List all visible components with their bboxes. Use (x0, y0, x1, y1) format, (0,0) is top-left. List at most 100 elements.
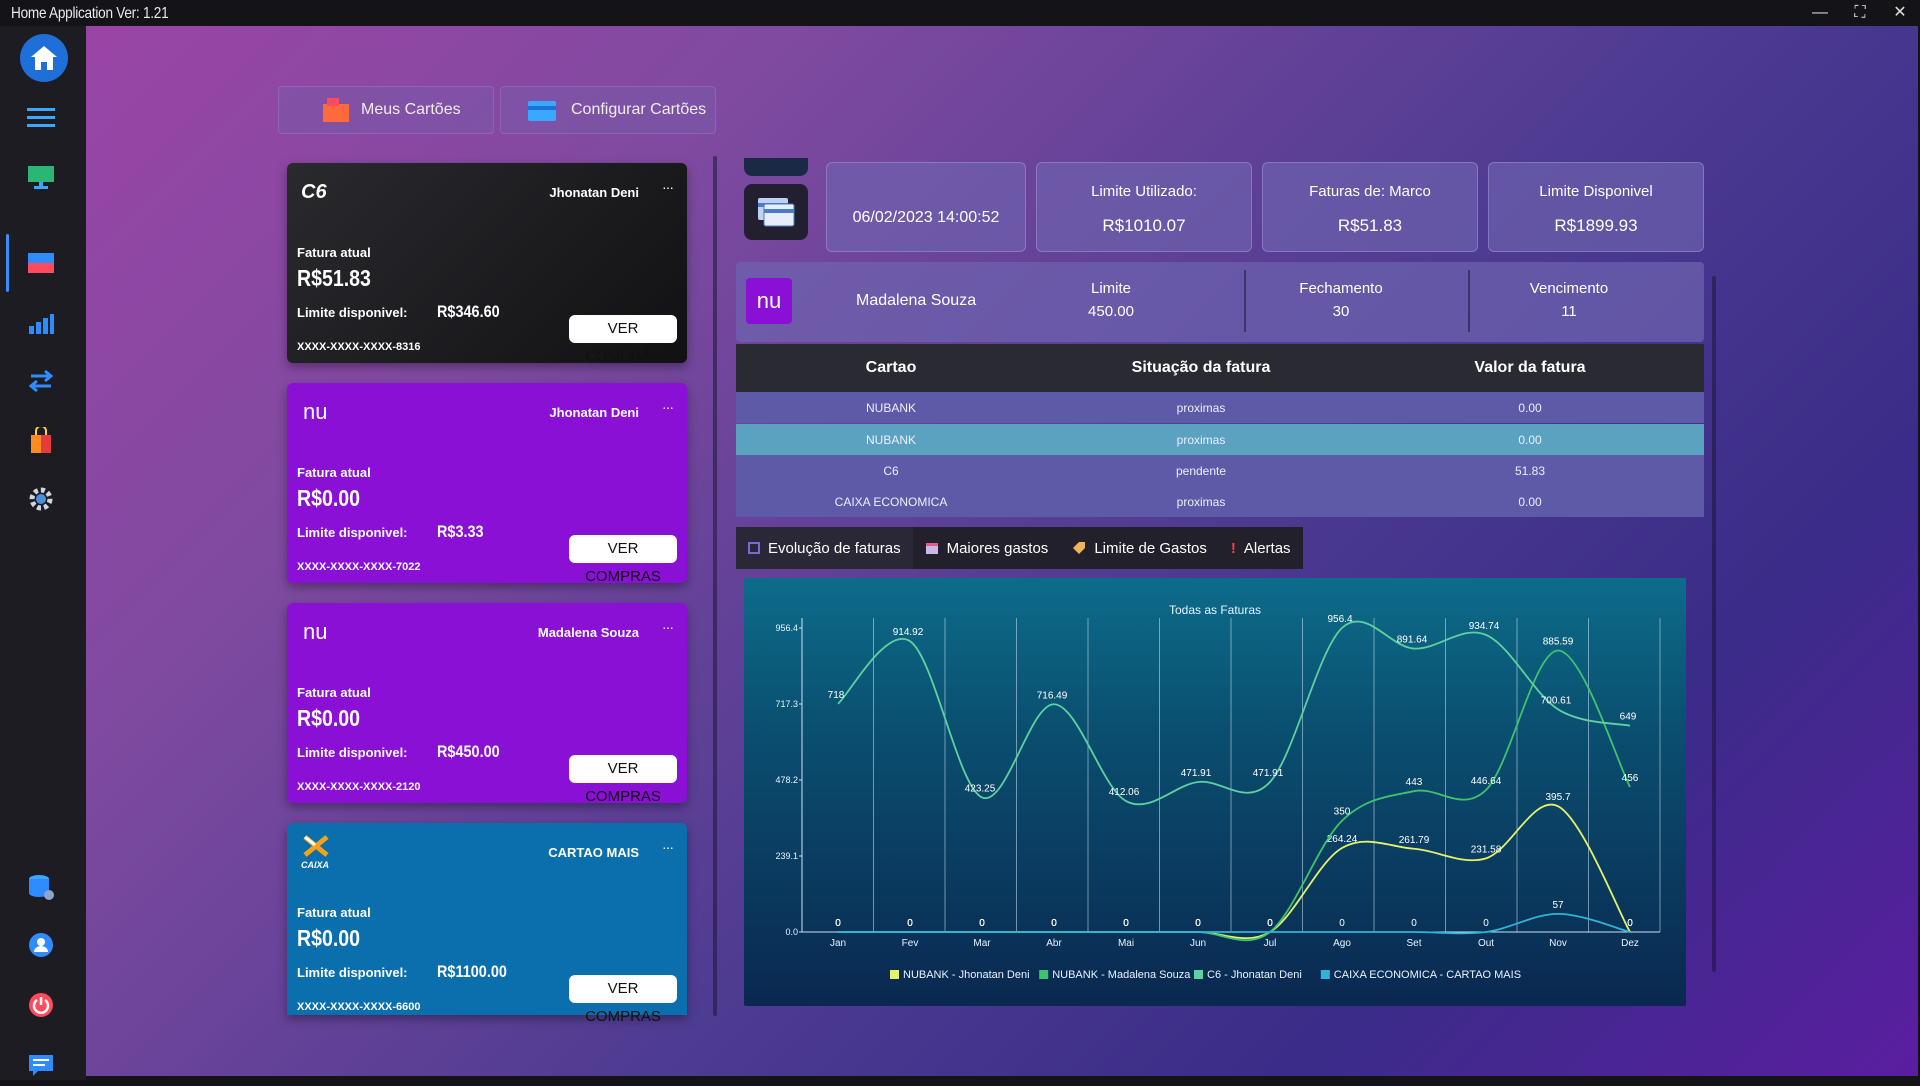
transfer-icon[interactable] (20, 360, 62, 402)
more-options-button[interactable]: ··· (662, 619, 674, 635)
nubank-logo: nu (303, 399, 328, 424)
card-number: XXXX-XXXX-XXXX-7022 (297, 561, 421, 573)
data-label: 350 (1334, 807, 1351, 818)
fatura-value: R$0.00 (297, 485, 361, 511)
nubank-logo: nu (746, 278, 792, 324)
fatura-label: Fatura atual (297, 465, 371, 480)
data-label: 0 (979, 918, 985, 929)
limite-field: Limite 450.00 (1088, 280, 1134, 320)
user-icon[interactable] (20, 924, 62, 966)
alert-icon: ! (1230, 539, 1236, 557)
data-label: 716.49 (1037, 690, 1068, 701)
scrollbar[interactable] (713, 156, 717, 1016)
fatura-label: Fatura atual (297, 685, 371, 700)
data-label: 471.91 (1253, 768, 1284, 779)
card-thumb-button[interactable] (744, 184, 808, 240)
ver-compras-button[interactable]: VER COMPRAS (569, 315, 677, 365)
y-tick-label: 717.3 (775, 699, 798, 709)
divider (1468, 270, 1470, 332)
x-tick-label: Dez (1621, 938, 1639, 949)
cards-icon[interactable] (20, 242, 62, 284)
cell: 0.00 (1518, 432, 1542, 447)
credit-card-icon (758, 198, 795, 227)
fatura-value: R$51.83 (297, 265, 371, 291)
nubank-logo: nu (303, 619, 328, 644)
table-row[interactable]: CAIXA ECONOMICA proximas 0.00 (736, 486, 1704, 517)
more-options-button[interactable]: ··· (662, 839, 674, 855)
configurar-cartoes-button[interactable]: Configurar Cartões (500, 86, 716, 134)
gear-icon[interactable] (20, 478, 62, 520)
legend-swatch (890, 970, 899, 979)
tab-evolucao[interactable]: Evolução de faturas (736, 527, 913, 569)
table-row[interactable]: NUBANK proximas 0.00 (736, 392, 1704, 423)
scrollbar[interactable] (1712, 276, 1716, 972)
ver-compras-button[interactable]: VER COMPRAS (569, 975, 677, 1025)
data-label: 700.61 (1541, 695, 1572, 706)
ver-compras-button[interactable]: VER COMPRAS (569, 755, 677, 805)
data-label: 446.64 (1471, 776, 1502, 787)
minimize-button[interactable]: — (1812, 4, 1828, 21)
table-header: Cartao Situação da fatura Valor da fatur… (736, 344, 1704, 392)
credit-card[interactable]: CAIXA CARTAO MAIS ··· Fatura atual R$0.0… (287, 823, 687, 1025)
limite-utilizado-box: Limite Utilizado: R$1010.07 (1036, 162, 1252, 252)
series-line (837, 803, 1631, 940)
data-label: 0 (1627, 918, 1633, 929)
limite-disponivel-value: R$1899.93 (1554, 216, 1638, 235)
cell: CAIXA ECONOMICA (834, 494, 948, 509)
home-icon[interactable] (20, 34, 68, 82)
title-bar: Home Application Ver: 1.21 — ⛶ ✕ (0, 0, 1920, 26)
power-icon[interactable] (20, 984, 62, 1026)
table-row-selected[interactable]: NUBANK proximas 0.00 (736, 424, 1704, 455)
monitor-icon[interactable] (20, 156, 62, 198)
chart-icon[interactable] (20, 302, 62, 344)
sidebar (0, 26, 86, 1080)
cell: pendente (1175, 463, 1227, 478)
x-tick-label: Fev (902, 938, 919, 949)
data-label: 934.74 (1469, 621, 1500, 632)
tab-label: Maiores gastos (946, 539, 1049, 557)
series-line (837, 620, 1631, 806)
y-tick-label: 0.0 (785, 927, 798, 937)
cell: 51.83 (1514, 463, 1546, 478)
data-label: 264.24 (1327, 834, 1358, 845)
more-options-button[interactable]: ··· (662, 399, 674, 415)
tab-label: Evolução de faturas (768, 539, 901, 557)
limite-value: R$346.60 (437, 302, 500, 321)
credit-card[interactable]: C6 Jhonatan Deni ··· Fatura atual R$51.8… (287, 163, 687, 365)
limite-utilizado-value: R$1010.07 (1102, 216, 1186, 235)
table-row[interactable]: C6 pendente 51.83 (736, 455, 1704, 486)
meus-cartoes-button[interactable]: Meus Cartões (278, 86, 494, 134)
shop-icon[interactable] (20, 420, 62, 462)
close-button[interactable]: ✕ (1893, 4, 1907, 21)
menu-icon[interactable] (20, 96, 62, 138)
credit-card[interactable]: nu Madalena Souza ··· Fatura atual R$0.0… (287, 603, 687, 805)
wallet-icon (323, 98, 349, 122)
cell: 0.00 (1518, 494, 1542, 509)
line-chart: Todas as Faturas 0.0 239.1 478.2 717.3 956.4 J… (775, 603, 1661, 981)
fatura-value: R$0.00 (297, 925, 361, 951)
faturas-box: Faturas de: Marco R$51.83 (1262, 162, 1478, 252)
cell: 0.00 (1518, 400, 1542, 415)
tab-limite-gastos[interactable]: Limite de Gastos (1060, 527, 1219, 569)
more-options-button[interactable]: ··· (662, 179, 674, 195)
tab-maiores-gastos[interactable]: Maiores gastos (913, 527, 1061, 569)
chat-icon[interactable] (20, 1044, 62, 1086)
data-label: 0 (1051, 918, 1057, 929)
ver-compras-button[interactable]: VER COMPRAS (569, 535, 677, 585)
col-cartao: Cartao (865, 359, 917, 376)
col-valor: Valor da fatura (1474, 359, 1586, 376)
data-label: 0 (835, 918, 841, 929)
configurar-cartoes-label: Configurar Cartões (571, 101, 707, 118)
limite-label: Limite disponivel: (297, 745, 408, 760)
y-tick-label: 239.1 (775, 851, 798, 861)
chart-title: Todas as Faturas (1169, 603, 1261, 617)
data-label: 0 (907, 918, 913, 929)
limite-label: Limite disponivel: (297, 305, 408, 320)
credit-card[interactable]: nu Jhonatan Deni ··· Fatura atual R$0.00… (287, 383, 687, 585)
maximize-button[interactable]: ⛶ (1854, 4, 1866, 21)
data-label: 0 (1483, 918, 1489, 929)
fatura-value: R$0.00 (297, 705, 361, 731)
database-icon[interactable] (20, 866, 62, 908)
tab-alertas[interactable]: ! Alertas (1219, 527, 1303, 569)
x-tick-label: Out (1478, 938, 1494, 949)
